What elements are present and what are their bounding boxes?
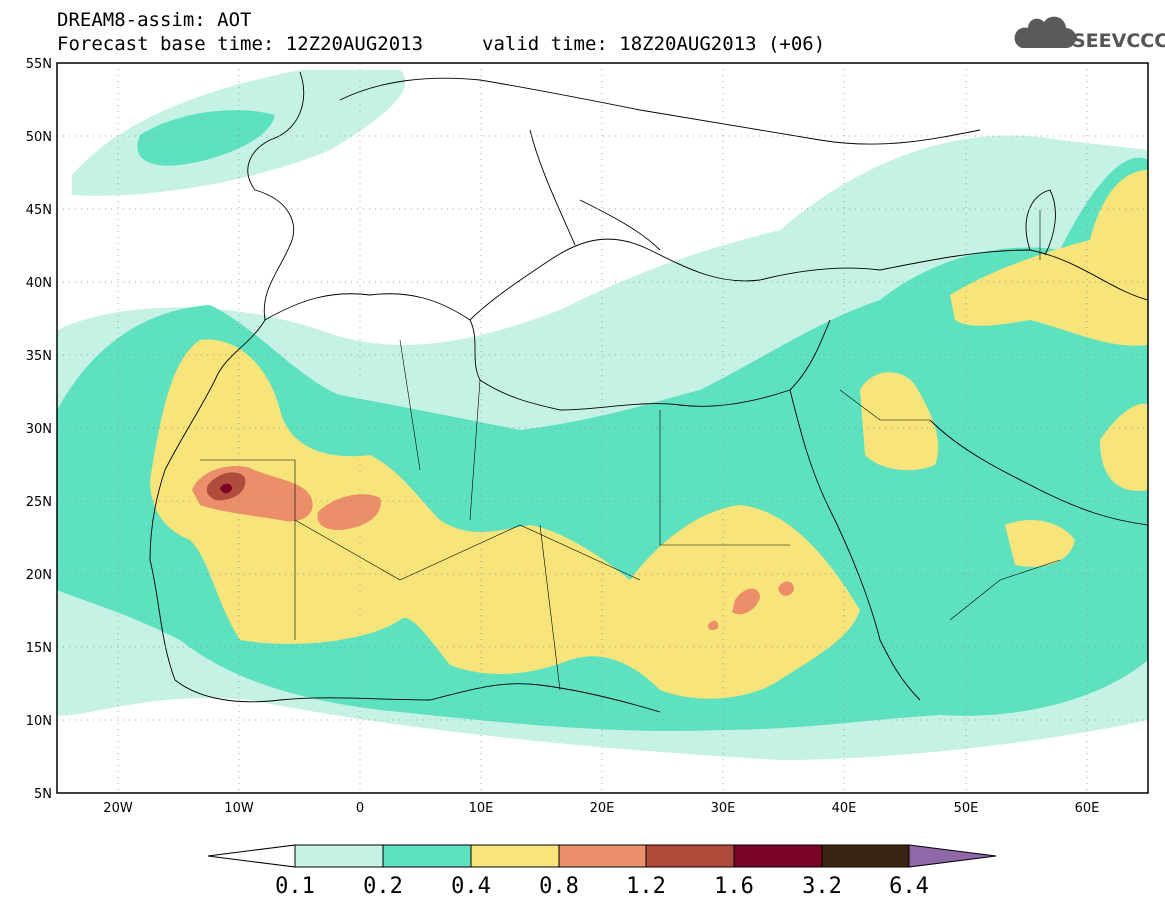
lon-tick-label: 10W — [224, 801, 254, 816]
lat-tick-label: 25N — [26, 495, 52, 510]
valid-time: valid time: 18Z20AUG2013 (+06) — [482, 33, 825, 55]
colorbar-below-arrow — [207, 844, 296, 868]
colorbar-label: 1.2 — [626, 874, 666, 899]
lon-tick-label: 30E — [711, 801, 736, 816]
lon-tick-label: 20E — [590, 801, 615, 816]
lon-tick-label: 0 — [356, 801, 364, 816]
lat-axis: 55N 50N 45N 40N 35N 30N 25N 20N 15N 10N … — [26, 57, 52, 802]
lat-tick-label: 30N — [26, 422, 52, 437]
colorbar — [207, 844, 997, 868]
lat-tick-label: 20N — [26, 568, 52, 583]
colorbar-swatch — [821, 844, 910, 868]
lat-tick-label: 55N — [26, 57, 52, 72]
forecast-base-time: Forecast base time: 12Z20AUG2013 — [57, 33, 423, 55]
lon-tick-label: 40E — [832, 801, 857, 816]
colorbar-swatch — [294, 844, 384, 868]
colorbar-swatch — [470, 844, 560, 868]
colorbar-swatch — [645, 844, 735, 868]
lat-tick-label: 15N — [26, 641, 52, 656]
lat-tick-label: 50N — [26, 130, 52, 145]
product-title: DREAM8-assim: AOT — [57, 9, 251, 31]
aot-band-0.4-0.8 — [150, 170, 1148, 699]
lat-tick-label: 5N — [34, 787, 52, 802]
cloud-icon — [1014, 16, 1076, 48]
map-frame — [56, 62, 1149, 794]
colorbar-label: 0.1 — [275, 874, 315, 899]
colorbar-swatch — [382, 844, 472, 868]
aot-band-1.6-3.2 — [220, 483, 232, 494]
lat-tick-label: 40N — [26, 276, 52, 291]
colorbar-labels: 0.1 0.2 0.4 0.8 1.2 1.6 3.2 6.4 — [275, 874, 929, 899]
colorbar-label: 1.6 — [714, 874, 754, 899]
lon-axis: 20W 10W 0 10E 20E 30E 40E 50E 60E — [103, 801, 1099, 816]
coastlines — [149, 71, 1148, 713]
colorbar-label: 6.4 — [889, 874, 929, 899]
lat-tick-label: 35N — [26, 349, 52, 364]
lat-tick-label: 10N — [26, 714, 52, 729]
logo-text: SEEVCCC — [1072, 30, 1165, 52]
colorbar-swatch — [558, 844, 647, 868]
seevccc-logo: SEEVCCC — [1014, 16, 1165, 52]
lon-tick-label: 50E — [954, 801, 979, 816]
colorbar-label: 0.2 — [363, 874, 403, 899]
colorbar-above-arrow — [908, 844, 997, 868]
colorbar-label: 3.2 — [802, 874, 842, 899]
lon-tick-label: 20W — [103, 801, 133, 816]
country-borders — [200, 210, 1061, 691]
colorbar-label: 0.4 — [451, 874, 491, 899]
colorbar-label: 0.8 — [539, 874, 579, 899]
lon-tick-label: 10E — [469, 801, 494, 816]
map-area — [57, 63, 1148, 793]
colorbar-swatch — [733, 844, 823, 868]
lat-tick-label: 45N — [26, 203, 52, 218]
lon-tick-label: 60E — [1075, 801, 1100, 816]
